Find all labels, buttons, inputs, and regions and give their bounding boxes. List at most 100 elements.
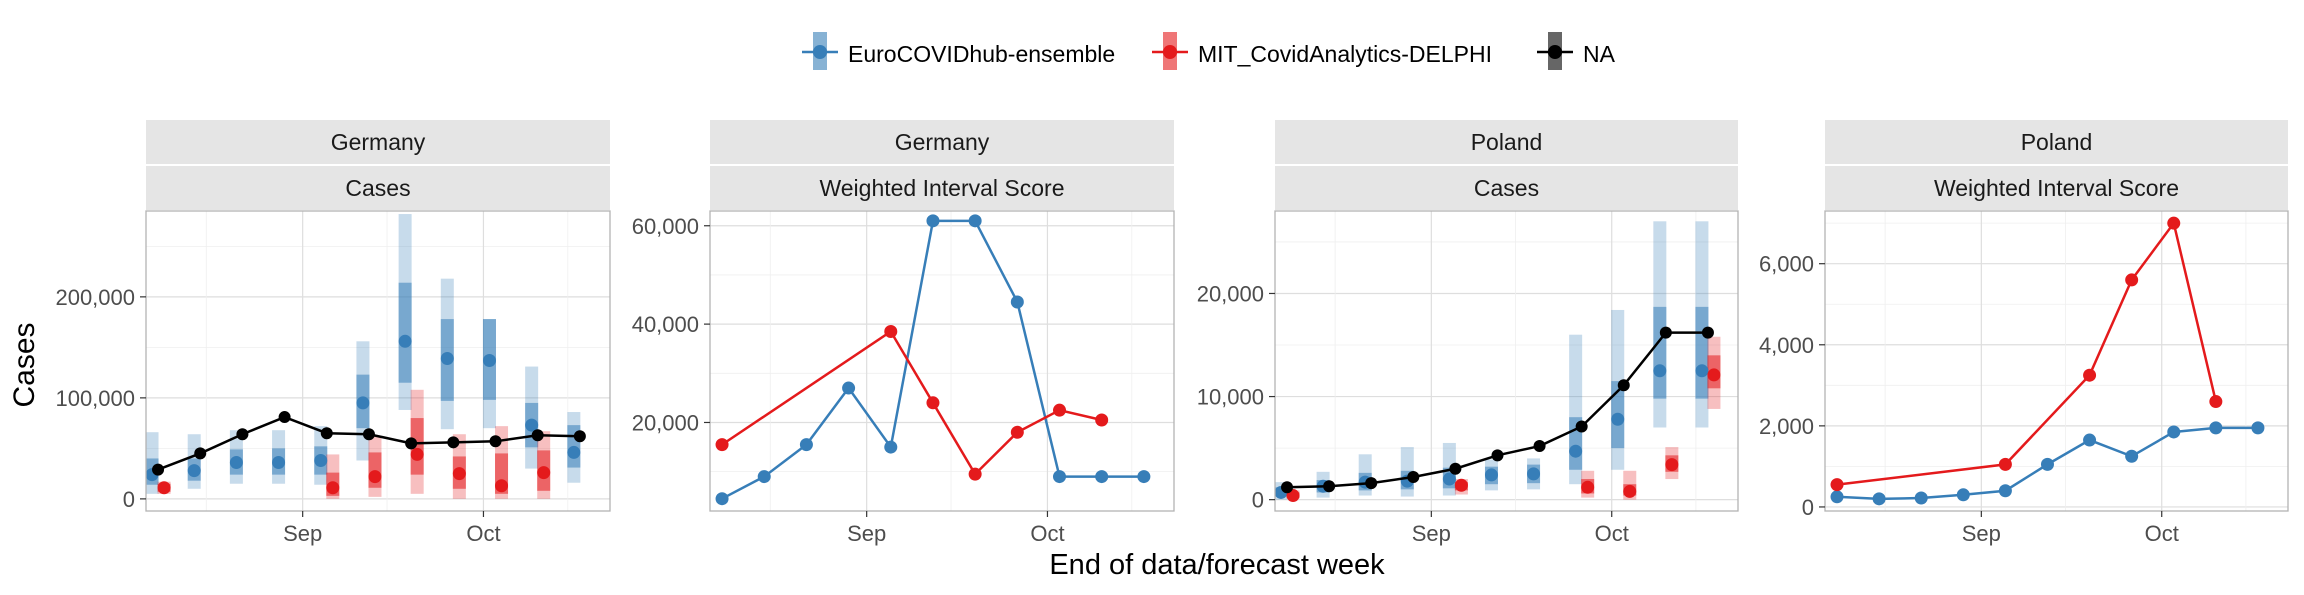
median-point xyxy=(567,445,581,459)
facet-strip-top-label: Poland xyxy=(2021,129,2093,155)
interval-50-bar xyxy=(410,418,424,475)
panel-border xyxy=(145,210,611,512)
legend-label: NA xyxy=(1583,41,1616,67)
median-point xyxy=(1665,458,1679,472)
panel-border xyxy=(1274,210,1739,512)
median-point xyxy=(410,447,424,461)
truth-point xyxy=(152,463,165,476)
panel-border xyxy=(1824,210,2289,512)
truth-point xyxy=(1491,449,1504,462)
series-point xyxy=(1095,413,1109,427)
series-point xyxy=(2167,425,2181,439)
facet-strip-bottom-label: Weighted Interval Score xyxy=(1934,175,2179,201)
legend-item-mit-covidanalytics-delphi: MIT_CovidAnalytics-DELPHI xyxy=(1152,32,1492,70)
series-point xyxy=(1095,470,1109,484)
series-point xyxy=(2209,395,2223,409)
facet-strip-bottom-label: Weighted Interval Score xyxy=(819,175,1064,201)
series-point xyxy=(799,438,813,452)
truth-point xyxy=(194,447,207,460)
y-tick-label: 0 xyxy=(1802,495,1814,520)
median-point xyxy=(440,351,454,365)
y-tick-label: 200,000 xyxy=(55,285,135,310)
truth-point xyxy=(1449,462,1462,475)
series-point xyxy=(715,438,729,452)
x-tick-label: Sep xyxy=(1412,521,1451,546)
series-point xyxy=(1830,478,1844,492)
truth-point xyxy=(320,427,333,440)
plot-area xyxy=(1275,221,1721,503)
median-point xyxy=(272,456,286,470)
interval-50-bar xyxy=(398,282,412,383)
series-point xyxy=(2125,449,2139,463)
series-point xyxy=(926,396,940,410)
legend-label: EuroCOVIDhub-ensemble xyxy=(848,41,1115,67)
facet-strip-bottom xyxy=(710,166,1174,210)
y-tick-label: 60,000 xyxy=(632,214,699,239)
facet-strip-top xyxy=(710,120,1174,164)
median-point xyxy=(356,396,370,410)
median-point xyxy=(1527,467,1541,481)
truth-point xyxy=(1575,420,1588,433)
median-point xyxy=(525,418,539,432)
series-point xyxy=(1830,490,1844,504)
legend-key-point xyxy=(1548,45,1562,59)
y-tick-label: 20,000 xyxy=(1197,281,1264,306)
y-tick-label: 0 xyxy=(1252,488,1264,513)
median-point xyxy=(1454,478,1468,492)
x-tick-label: Sep xyxy=(847,521,886,546)
y-tick-label: 40,000 xyxy=(632,312,699,337)
median-point xyxy=(482,353,496,367)
truth-point xyxy=(1533,440,1546,453)
y-tick-label: 20,000 xyxy=(632,410,699,435)
series-point xyxy=(1010,425,1024,439)
x-tick-label: Oct xyxy=(2145,521,2179,546)
median-point xyxy=(495,479,509,493)
truth-point xyxy=(1659,326,1672,339)
plot-area xyxy=(1830,216,2265,506)
median-point xyxy=(1653,364,1667,378)
y-axis-label: Cases xyxy=(8,322,41,407)
panel-1: Germany Cases 0 100,000 200,000 Sep Oct xyxy=(55,120,611,546)
median-point xyxy=(1611,412,1625,426)
y-tick-label: 10,000 xyxy=(1197,385,1264,410)
truth-point xyxy=(1365,477,1378,490)
median-point xyxy=(229,456,243,470)
truth-point xyxy=(278,411,291,424)
panel-4: Poland Weighted Interval Score 0 2,000 4,000… xyxy=(1759,120,2289,546)
panel-2: Germany Weighted Interval Score 20,000 40,0… xyxy=(632,120,1175,546)
x-tick-label: Oct xyxy=(466,521,500,546)
panel-background xyxy=(1825,211,2288,511)
series-point xyxy=(2167,216,2181,230)
series-point xyxy=(926,214,940,228)
facet-strip-top-label: Germany xyxy=(331,129,426,155)
truth-point xyxy=(1701,326,1714,339)
interval-50-bar xyxy=(1695,306,1709,399)
truth-point xyxy=(573,430,586,443)
series-point xyxy=(1956,488,1970,502)
y-tick-label: 4,000 xyxy=(1759,333,1814,358)
truth-point xyxy=(362,428,375,441)
panel-background xyxy=(710,211,1174,511)
series-point xyxy=(1998,484,2012,498)
series-point xyxy=(1137,470,1151,484)
facet-strip-top xyxy=(1275,120,1738,164)
series-point xyxy=(2083,368,2097,382)
median-point xyxy=(326,481,340,495)
y-tick-label: 6,000 xyxy=(1759,252,1814,277)
panel-border xyxy=(709,210,1175,512)
facet-strip-top-label: Poland xyxy=(1471,129,1543,155)
facet-strip-bottom xyxy=(146,166,610,210)
truth-point xyxy=(1617,379,1630,392)
series-point xyxy=(2125,273,2139,287)
truth-point xyxy=(1281,481,1294,494)
series-line-mit-covidanalytics-delphi xyxy=(1836,220,2218,486)
x-tick-label: Sep xyxy=(1962,521,2001,546)
x-tick-label: Sep xyxy=(283,521,322,546)
series-point xyxy=(1914,491,1928,505)
panel-3: Poland Cases 0 10,000 20,000 Sep Oct xyxy=(1197,120,1739,546)
facet-strip-bottom xyxy=(1825,166,2288,210)
facet-strip-top xyxy=(146,120,610,164)
median-point xyxy=(1695,364,1709,378)
y-tick-label: 0 xyxy=(123,487,135,512)
